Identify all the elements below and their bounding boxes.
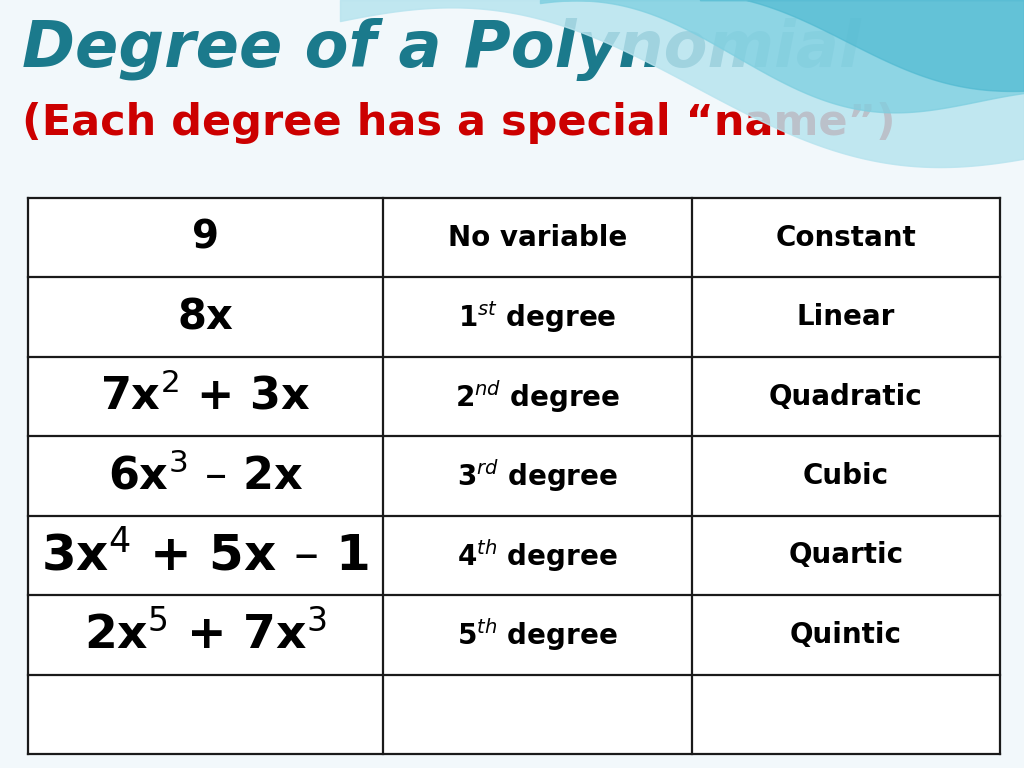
Text: No variable: No variable	[447, 223, 627, 252]
Text: 2x$^5$ + 7x$^3$: 2x$^5$ + 7x$^3$	[84, 611, 327, 658]
Text: (Each degree has a special “name”): (Each degree has a special “name”)	[22, 102, 896, 144]
Text: Cubic: Cubic	[803, 462, 889, 490]
Bar	[28, 198, 1000, 754]
Text: 5$^{th}$ degree: 5$^{th}$ degree	[457, 617, 617, 653]
Text: 8x: 8x	[177, 296, 233, 338]
Text: 3$^{rd}$ degree: 3$^{rd}$ degree	[457, 458, 617, 495]
Text: 4$^{th}$ degree: 4$^{th}$ degree	[457, 537, 617, 574]
Text: Linear: Linear	[797, 303, 895, 331]
Text: 1$^{st}$ degree: 1$^{st}$ degree	[458, 300, 616, 335]
Text: 9: 9	[191, 219, 219, 257]
Text: 6x$^3$ – 2x: 6x$^3$ – 2x	[108, 454, 303, 498]
Text: 7x$^2$ + 3x: 7x$^2$ + 3x	[100, 374, 310, 419]
Text: Quadratic: Quadratic	[769, 382, 923, 411]
Text: Quintic: Quintic	[790, 621, 902, 649]
Text: 3x$^4$ + 5x – 1: 3x$^4$ + 5x – 1	[41, 531, 370, 581]
Text: 2$^{nd}$ degree: 2$^{nd}$ degree	[455, 379, 620, 415]
Text: Degree of a Polynomial: Degree of a Polynomial	[22, 18, 861, 81]
Text: Quartic: Quartic	[788, 541, 903, 569]
Text: Constant: Constant	[775, 223, 916, 252]
